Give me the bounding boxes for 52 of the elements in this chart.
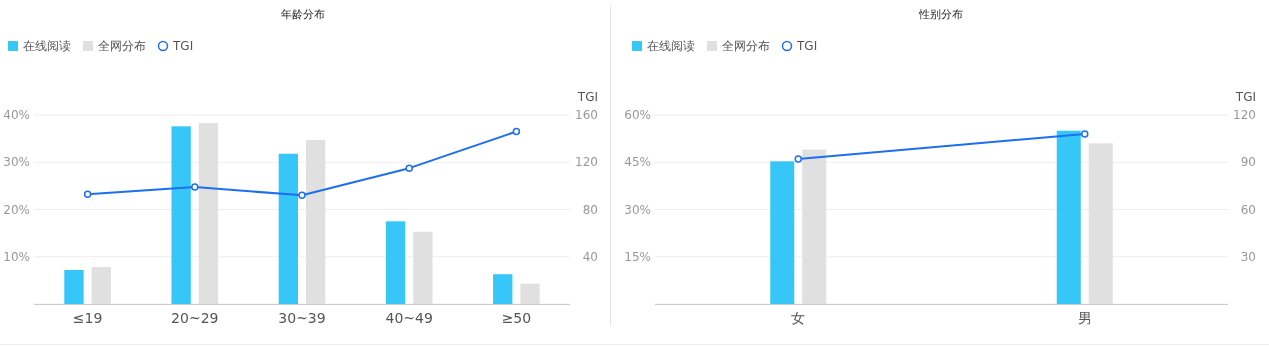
bar: [171, 126, 191, 304]
bar: [493, 274, 513, 304]
x-tick-label: ≥50: [501, 310, 532, 326]
x-tick-label: ≤19: [72, 310, 103, 326]
chart-title: 性别分布: [917, 8, 963, 21]
bar: [306, 140, 326, 304]
point: [83, 190, 92, 198]
x-tick-label: 30~39: [278, 310, 326, 326]
bar: [1056, 130, 1081, 304]
bar: [520, 283, 540, 304]
x-tick-label: 40~49: [385, 310, 433, 326]
y-tick-label: 20%: [3, 202, 30, 217]
legend-label: 全网分布: [98, 39, 146, 53]
x-tick-label: 男: [1077, 310, 1092, 326]
bar: [198, 123, 219, 304]
bar: [278, 153, 298, 304]
bar: [1088, 143, 1113, 304]
y-tick-label: 10%: [3, 249, 30, 264]
y-tick-label: 45%: [624, 155, 651, 170]
y2-tick-label: 80: [582, 202, 598, 217]
point: [405, 164, 413, 172]
y2-tick-label: 30: [1240, 249, 1256, 264]
y2-tick-label: 160: [575, 108, 598, 122]
y-tick-label: 15%: [624, 249, 651, 264]
bar: [385, 221, 406, 304]
y-tick-label: 30%: [3, 155, 30, 170]
y2-tick-label: 120: [1233, 108, 1256, 122]
chart-title: 年龄分布: [280, 8, 325, 21]
legend-label: 在线阅读: [23, 39, 71, 53]
y2-tick-label: 40: [582, 249, 598, 264]
x-tick-label: 女: [791, 310, 806, 326]
y2-axis-title: TGI: [1234, 90, 1256, 104]
legend-label: 全网分布: [722, 39, 770, 53]
point: [191, 183, 199, 191]
point: [512, 127, 521, 136]
y2-tick-label: 120: [575, 155, 598, 170]
x-tick-label: 20~29: [171, 310, 219, 326]
legend-label: 在线阅读: [647, 39, 695, 53]
bar: [91, 267, 111, 304]
y2-tick-label: 90: [1240, 155, 1256, 170]
y-tick-label: 60%: [624, 108, 651, 122]
y2-axis-title: TGI: [576, 90, 598, 104]
y2-tick-label: 60: [1240, 202, 1256, 217]
bar: [770, 161, 795, 304]
y-tick-label: 30%: [624, 202, 651, 217]
y-tick-label: 40%: [3, 108, 30, 122]
legend-label: TGI: [172, 39, 194, 53]
bar: [413, 231, 433, 304]
bar: [64, 269, 84, 304]
legend-label: TGI: [796, 39, 818, 53]
point: [298, 191, 306, 200]
bar: [802, 149, 827, 304]
